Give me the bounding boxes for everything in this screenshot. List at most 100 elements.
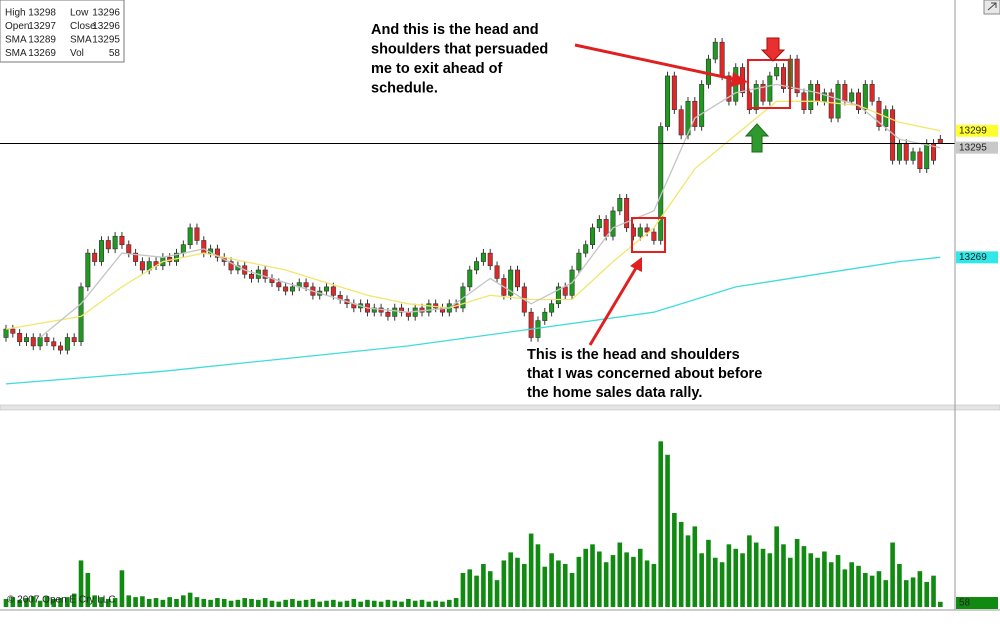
annotation-line: shoulders that persuaded bbox=[371, 41, 548, 57]
volume-bar bbox=[583, 548, 588, 607]
volume-bar bbox=[221, 598, 227, 607]
volume-bar bbox=[938, 601, 943, 607]
volume-bar bbox=[658, 441, 664, 607]
volume-bar bbox=[37, 600, 43, 607]
candle-body bbox=[126, 244, 132, 254]
volume-bar bbox=[501, 560, 507, 607]
volume-bar bbox=[99, 597, 104, 607]
volume-bar bbox=[719, 562, 725, 607]
price-tag-label: 13295 bbox=[959, 142, 987, 153]
price-tag bbox=[956, 124, 998, 137]
candle-body bbox=[58, 345, 64, 351]
volume-bar bbox=[556, 560, 561, 607]
candle-body bbox=[583, 244, 589, 254]
volume-bar bbox=[651, 564, 657, 607]
info-label: SMA bbox=[5, 35, 27, 46]
volume-bar bbox=[631, 556, 636, 607]
arrow-line bbox=[588, 267, 638, 346]
candle-body bbox=[808, 84, 814, 110]
volume-bar bbox=[835, 555, 841, 607]
candle-body bbox=[617, 197, 623, 212]
candle-body bbox=[849, 92, 855, 102]
volume-bar bbox=[385, 599, 391, 607]
volume-bar bbox=[51, 598, 57, 607]
volume-bar bbox=[392, 600, 398, 607]
volume-bar bbox=[856, 565, 861, 607]
candle-body bbox=[665, 75, 671, 127]
volume-bar bbox=[849, 562, 854, 607]
candle-body bbox=[610, 210, 616, 237]
candle-body bbox=[855, 92, 861, 110]
volume-bar bbox=[590, 544, 595, 607]
candle-body bbox=[658, 126, 664, 241]
candle-body bbox=[64, 337, 70, 351]
candle-body bbox=[869, 84, 875, 102]
volume-bar bbox=[249, 598, 254, 607]
sma-line bbox=[5, 256, 941, 385]
candle-body bbox=[678, 109, 684, 136]
candle-body bbox=[508, 269, 514, 296]
volume-bar bbox=[637, 548, 643, 607]
candle-body bbox=[98, 240, 104, 262]
volume-bar bbox=[890, 542, 895, 607]
copyright: © 2007 Open E Cry LLC bbox=[7, 595, 116, 606]
volume-bar bbox=[119, 570, 125, 607]
info-label: Vol bbox=[70, 48, 84, 59]
annotation-line: that I was concerned about before bbox=[527, 366, 762, 382]
candle-body bbox=[30, 337, 36, 347]
corner-button-icon bbox=[987, 2, 997, 11]
candle-body bbox=[712, 41, 718, 60]
candle-body bbox=[85, 252, 91, 288]
volume-bar bbox=[788, 557, 793, 607]
candle-body bbox=[528, 311, 534, 338]
annotation-line: And this is the head and bbox=[371, 22, 539, 38]
volume-bar bbox=[863, 572, 868, 607]
info-value: 13297 bbox=[28, 21, 56, 32]
info-box bbox=[0, 0, 125, 63]
volume-bar bbox=[167, 597, 172, 607]
volume-bar bbox=[140, 596, 145, 607]
candle-body bbox=[603, 219, 609, 237]
candle-body bbox=[385, 311, 391, 317]
volume-bar bbox=[610, 555, 616, 607]
volume-bar bbox=[256, 599, 261, 607]
volume-bar bbox=[842, 569, 848, 607]
volume-bar bbox=[133, 597, 138, 607]
candle-body bbox=[426, 303, 432, 313]
annotation-line: me to exit ahead of bbox=[371, 61, 503, 77]
candle-body bbox=[624, 197, 630, 229]
candle-body bbox=[180, 244, 186, 254]
candle-body bbox=[896, 143, 902, 161]
candle-body bbox=[705, 58, 711, 85]
candle-body bbox=[917, 151, 923, 170]
volume-bar bbox=[215, 598, 220, 607]
volume-bar bbox=[767, 553, 773, 607]
info-label: Low bbox=[70, 8, 89, 19]
info-value: 13295 bbox=[92, 35, 120, 46]
price-tag-label: 13269 bbox=[959, 252, 987, 263]
candle-body bbox=[3, 328, 9, 338]
candle-body bbox=[303, 282, 309, 288]
candle-body bbox=[201, 240, 207, 254]
volume-bar bbox=[242, 598, 247, 607]
candle-body bbox=[542, 311, 548, 321]
candle-body bbox=[139, 261, 145, 271]
volume-bar bbox=[412, 600, 418, 607]
volume-bar bbox=[331, 599, 336, 607]
candle-body bbox=[903, 143, 909, 161]
volume-bar bbox=[910, 577, 916, 607]
candle-body bbox=[44, 337, 50, 343]
volume-bar bbox=[576, 556, 582, 607]
annotation-line: the home sales data rally. bbox=[527, 385, 702, 401]
pane-separator[interactable] bbox=[0, 404, 1000, 411]
candle-body bbox=[671, 75, 677, 110]
volume-bar bbox=[869, 575, 875, 607]
volume-bar bbox=[85, 572, 91, 607]
info-value: 58 bbox=[109, 48, 121, 59]
volume-bar bbox=[542, 566, 548, 607]
volume-bar bbox=[781, 544, 786, 607]
candle-body bbox=[862, 84, 868, 110]
candle-body bbox=[71, 337, 77, 343]
volume-bar bbox=[17, 599, 22, 607]
